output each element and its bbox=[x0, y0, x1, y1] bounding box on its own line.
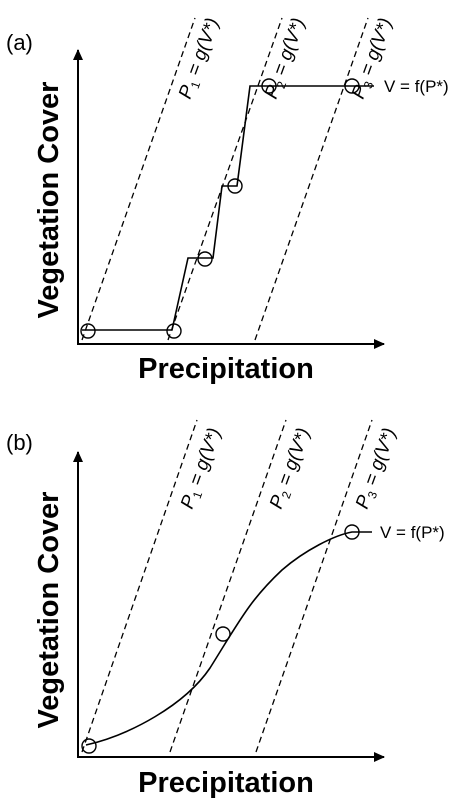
step-curve bbox=[82, 85, 374, 331]
equilibrium-point bbox=[166, 323, 182, 339]
panel-label: (b) bbox=[6, 430, 33, 455]
equilibrium-point bbox=[197, 251, 213, 267]
curve-label: V = f(P*) bbox=[384, 77, 449, 96]
p2-line-label: P2 = g(V*) bbox=[261, 15, 311, 102]
p1-line-label: P1 = g(V*) bbox=[175, 15, 225, 102]
p3-line bbox=[254, 17, 369, 341]
equilibrium-point bbox=[227, 178, 243, 194]
y-axis-title: Vegetation Cover bbox=[33, 82, 65, 319]
equilibrium-point bbox=[261, 78, 277, 94]
p2-line bbox=[167, 17, 283, 341]
equilibrium-point bbox=[80, 323, 96, 339]
panel-label: (a) bbox=[6, 30, 33, 55]
p1-line bbox=[81, 17, 196, 341]
panel-b: (b) Vegetation Cover Precipitation P1 = … bbox=[6, 419, 445, 799]
p2-line-label: P2 = g(V*) bbox=[266, 425, 316, 512]
y-axis-title: Vegetation Cover bbox=[33, 492, 65, 729]
equilibrium-point bbox=[215, 626, 231, 642]
p2-line bbox=[169, 419, 287, 753]
p3-line bbox=[255, 419, 373, 753]
p3-line-label: P3 = g(V*) bbox=[352, 425, 402, 512]
x-axis-title: Precipitation bbox=[138, 353, 314, 385]
sigmoid-curve bbox=[85, 531, 372, 746]
equilibrium-point bbox=[344, 524, 360, 540]
p1-line bbox=[81, 419, 198, 753]
x-axis-title: Precipitation bbox=[138, 767, 314, 799]
panel-a: (a) Vegetation Cover Precipitation P1 = … bbox=[6, 15, 449, 385]
equilibrium-point bbox=[344, 78, 360, 94]
curve-label: V = f(P*) bbox=[380, 523, 445, 542]
equilibrium-point bbox=[81, 738, 97, 754]
p1-line-label: P1 = g(V*) bbox=[177, 425, 227, 512]
